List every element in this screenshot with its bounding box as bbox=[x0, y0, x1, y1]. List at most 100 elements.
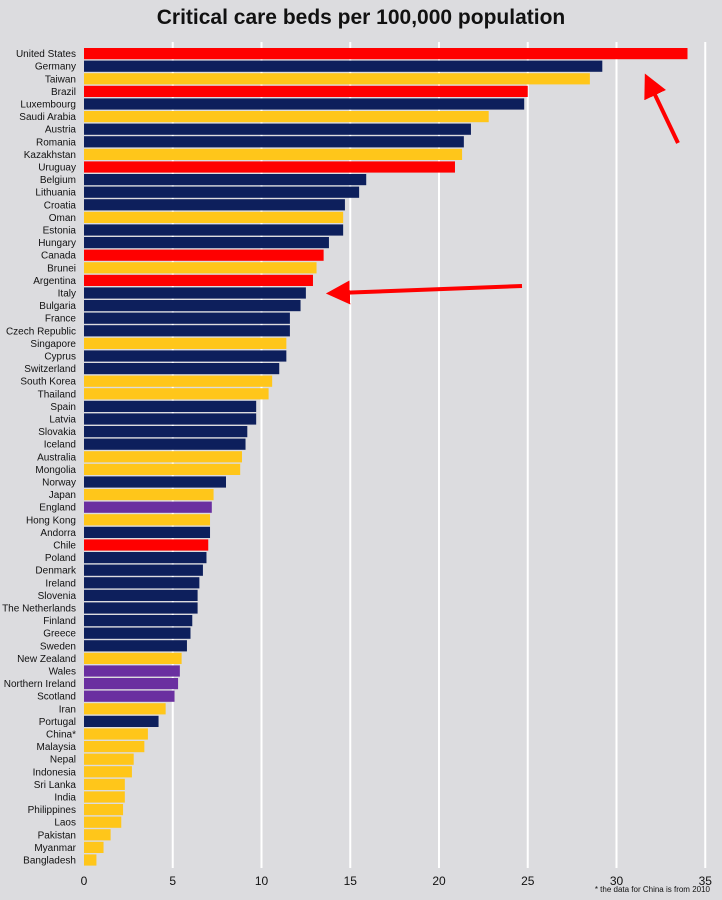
category-label: Laos bbox=[54, 818, 76, 829]
bar bbox=[84, 262, 317, 274]
bar bbox=[84, 174, 367, 186]
bar bbox=[84, 451, 242, 463]
bar bbox=[84, 98, 525, 110]
bar bbox=[84, 388, 269, 400]
bar bbox=[84, 564, 203, 576]
category-label: Finland bbox=[43, 616, 76, 627]
bar bbox=[84, 690, 175, 702]
bar bbox=[84, 829, 111, 841]
bar bbox=[84, 136, 464, 148]
bar bbox=[84, 640, 187, 652]
category-label: Kazakhstan bbox=[24, 150, 76, 161]
bar bbox=[84, 514, 211, 526]
category-label: Croatia bbox=[44, 200, 77, 211]
bar bbox=[84, 463, 241, 475]
category-label: The Netherlands bbox=[2, 604, 76, 615]
category-label: Switzerland bbox=[24, 364, 76, 375]
category-label: Bulgaria bbox=[39, 301, 76, 312]
bar bbox=[84, 48, 688, 60]
category-label: Poland bbox=[45, 553, 76, 564]
category-label: Iran bbox=[59, 704, 76, 715]
bar bbox=[84, 211, 344, 223]
category-label: Chile bbox=[53, 541, 76, 552]
category-label: Japan bbox=[49, 490, 76, 501]
x-tick-label: 5 bbox=[169, 874, 176, 888]
category-label: Iceland bbox=[44, 440, 76, 451]
category-label: Northern Ireland bbox=[4, 679, 76, 690]
x-tick-label: 0 bbox=[81, 874, 88, 888]
category-label: Saudi Arabia bbox=[19, 112, 76, 123]
category-label: China* bbox=[46, 730, 76, 741]
category-label: Estonia bbox=[43, 226, 77, 237]
category-label: Andorra bbox=[40, 528, 76, 539]
x-tick-label: 30 bbox=[610, 874, 624, 888]
bar bbox=[84, 715, 159, 727]
category-label: Cyprus bbox=[44, 352, 76, 363]
annotation-arrow-us bbox=[644, 73, 680, 144]
bar bbox=[84, 426, 248, 438]
category-label: South Korea bbox=[20, 377, 76, 388]
category-label: Oman bbox=[49, 213, 76, 224]
category-label: Portugal bbox=[39, 717, 76, 728]
bar bbox=[84, 577, 200, 589]
category-label: Myanmar bbox=[34, 843, 76, 854]
bar bbox=[84, 148, 463, 160]
bar bbox=[84, 526, 211, 538]
category-label: Hungary bbox=[38, 238, 76, 249]
category-label: Singapore bbox=[30, 339, 76, 350]
category-label: Greece bbox=[43, 629, 76, 640]
bars bbox=[84, 48, 688, 866]
x-tick-label: 35 bbox=[699, 874, 713, 888]
bar bbox=[84, 703, 166, 715]
x-tick-label: 15 bbox=[344, 874, 358, 888]
category-label: Denmark bbox=[35, 566, 77, 577]
bar bbox=[84, 300, 301, 312]
bar bbox=[84, 615, 193, 627]
x-tick-label: 10 bbox=[255, 874, 269, 888]
category-label: Uruguay bbox=[38, 163, 76, 174]
category-label: India bbox=[54, 793, 76, 804]
category-label: Spain bbox=[50, 402, 76, 413]
category-label: Sri Lanka bbox=[34, 780, 77, 791]
category-label: Romania bbox=[36, 137, 76, 148]
category-label: Brazil bbox=[51, 87, 76, 98]
bar bbox=[84, 287, 306, 299]
category-label: Bangladesh bbox=[23, 856, 76, 867]
category-label: Malaysia bbox=[37, 742, 77, 753]
bar bbox=[84, 224, 344, 236]
bar bbox=[84, 489, 214, 501]
category-label: Philippines bbox=[28, 805, 76, 816]
category-label: Norway bbox=[42, 478, 76, 489]
bar bbox=[84, 363, 280, 375]
category-label: England bbox=[39, 503, 76, 514]
category-label: Brunei bbox=[47, 263, 76, 274]
category-label: Slovenia bbox=[38, 591, 77, 602]
category-label: Wales bbox=[49, 667, 76, 678]
category-label: Canada bbox=[41, 251, 76, 262]
bar bbox=[84, 413, 257, 425]
bar bbox=[84, 678, 179, 690]
bar bbox=[84, 350, 287, 362]
category-label: Ireland bbox=[45, 578, 76, 589]
chart-title: Critical care beds per 100,000 populatio… bbox=[156, 6, 566, 29]
category-label: United States bbox=[16, 49, 76, 60]
category-label: Australia bbox=[37, 452, 76, 463]
category-label: Austria bbox=[45, 125, 77, 136]
bar bbox=[84, 325, 290, 337]
bar bbox=[84, 741, 145, 753]
category-label: Mongolia bbox=[35, 465, 76, 476]
bar bbox=[84, 85, 528, 97]
bar bbox=[84, 476, 226, 488]
bar bbox=[84, 249, 324, 261]
x-tick-labels: 0 5 10 15 20 25 30 35 bbox=[81, 874, 713, 888]
footnote: * the data for China is from 2010 bbox=[594, 885, 710, 894]
category-label: Slovakia bbox=[38, 427, 76, 438]
category-label: Nepal bbox=[50, 755, 76, 766]
category-label: France bbox=[45, 314, 77, 325]
bar bbox=[84, 161, 455, 173]
bar bbox=[84, 804, 124, 816]
bar bbox=[84, 552, 207, 564]
bar bbox=[84, 400, 257, 412]
